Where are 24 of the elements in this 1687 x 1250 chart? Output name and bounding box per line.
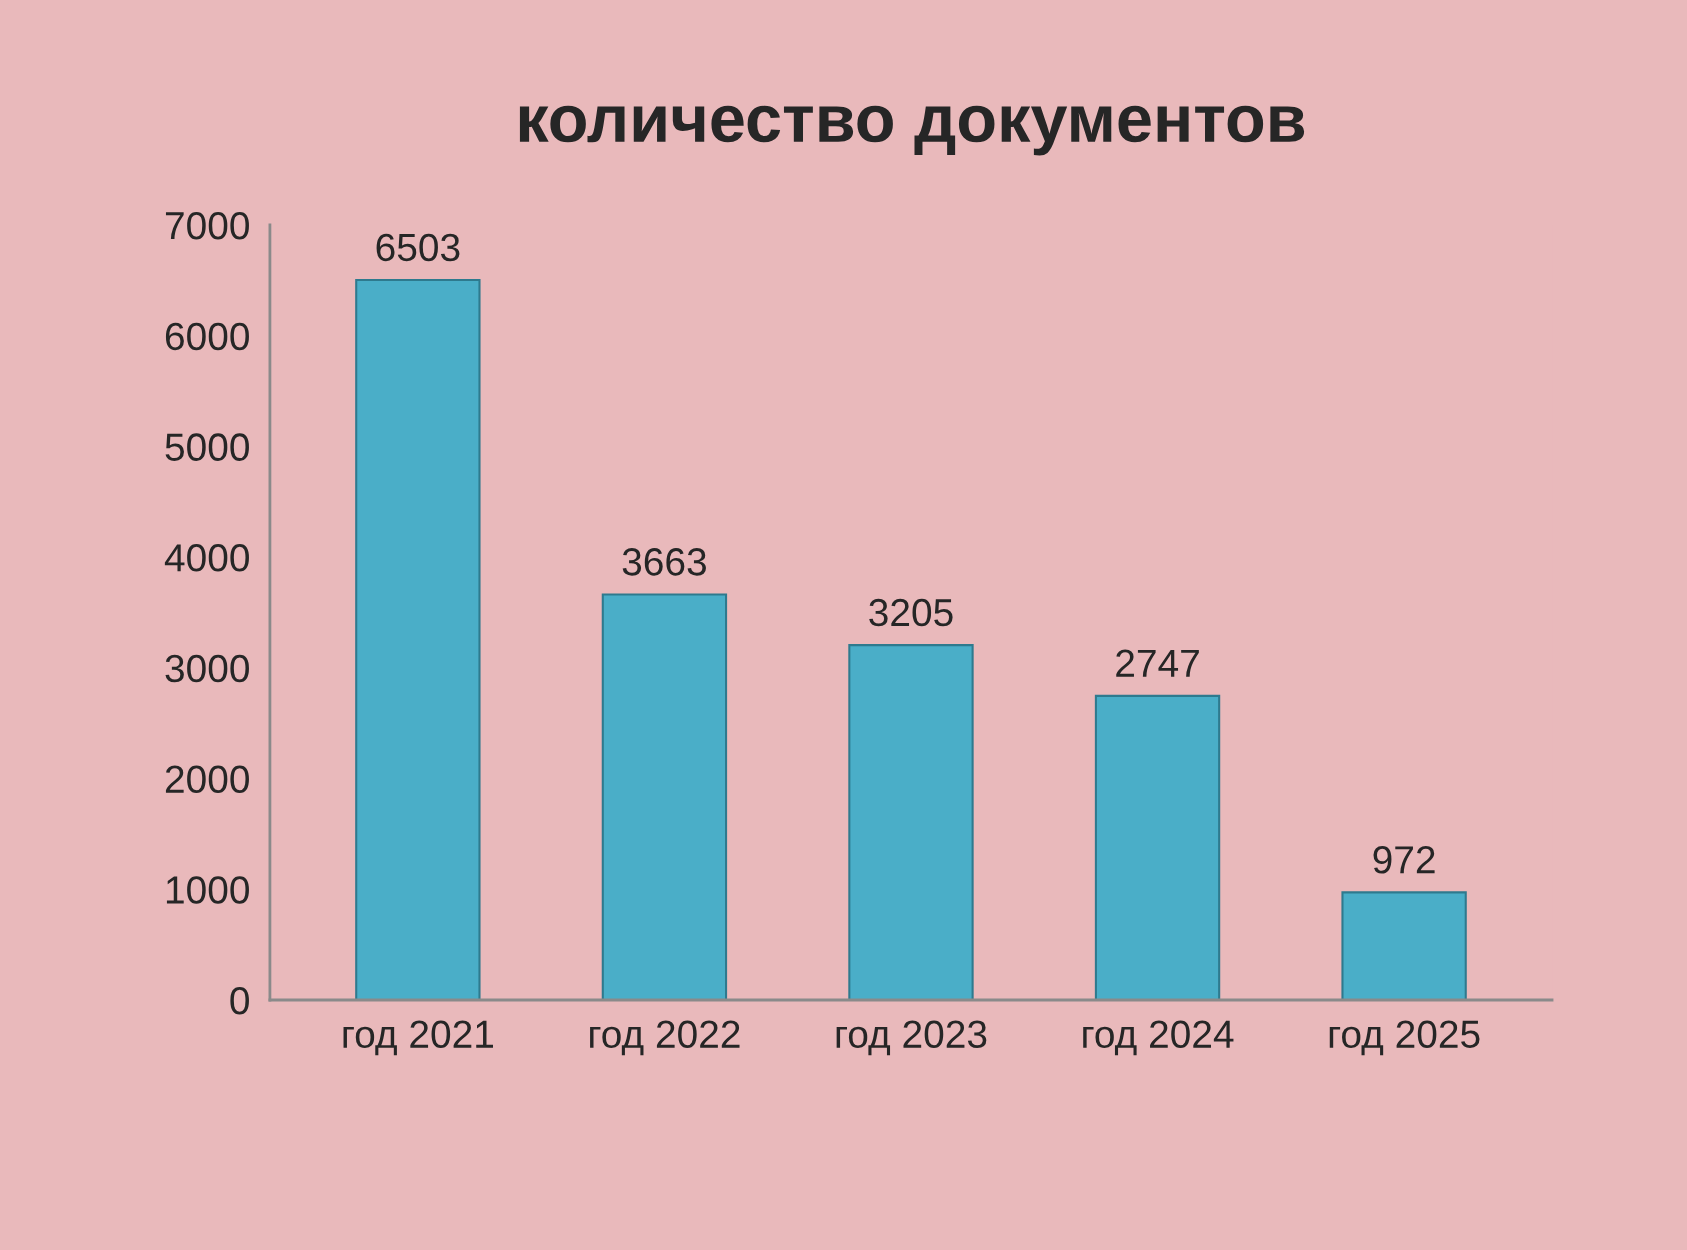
x-tick-label: год 2024 bbox=[1083, 1020, 1234, 1056]
data-label: 6503 bbox=[376, 233, 460, 262]
x-tick-label: год 2022 bbox=[590, 1020, 740, 1056]
y-tick-label: 4000 bbox=[164, 544, 249, 572]
y-tick-label: 1000 bbox=[166, 876, 249, 904]
chart-title: количество документов bbox=[519, 105, 1305, 156]
y-tick-label: 3000 bbox=[165, 654, 249, 683]
y-tick-label: 0 bbox=[230, 986, 249, 1015]
bar bbox=[1341, 891, 1467, 1000]
x-tick-label: год 2025 bbox=[1329, 1020, 1480, 1056]
y-tick-label: 6000 bbox=[165, 322, 249, 351]
y-tick-label: 5000 bbox=[165, 433, 249, 461]
data-label: 972 bbox=[1373, 846, 1435, 874]
y-tick-label: 2000 bbox=[165, 765, 249, 794]
y-tick-label: 7000 bbox=[165, 211, 249, 240]
bar bbox=[848, 644, 974, 1000]
x-tick-label: год 2021 bbox=[343, 1020, 493, 1056]
data-label: 2747 bbox=[1116, 649, 1199, 677]
data-label: 3205 bbox=[869, 598, 953, 627]
bar bbox=[355, 278, 481, 1000]
bar bbox=[601, 593, 728, 1000]
x-tick-label: год 2023 bbox=[836, 1020, 987, 1056]
data-label: 3663 bbox=[622, 548, 706, 576]
bar bbox=[1094, 694, 1221, 1000]
